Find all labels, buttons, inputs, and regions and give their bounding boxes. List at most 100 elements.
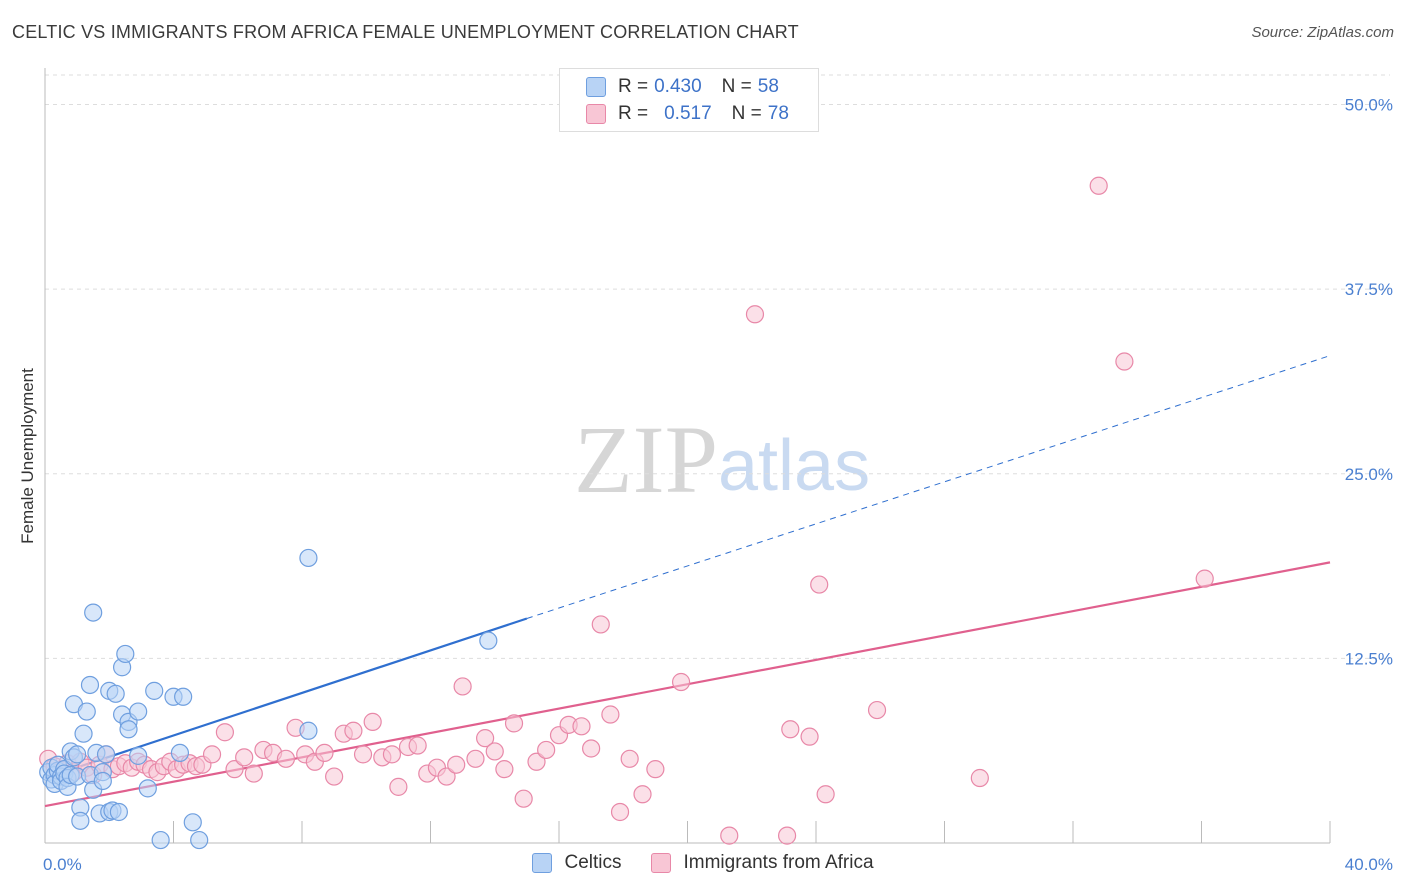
africa-point: [527, 752, 546, 771]
africa-point: [867, 700, 887, 720]
celtics-point: [479, 631, 498, 650]
celtics-point: [170, 743, 190, 763]
africa-point: [781, 720, 800, 739]
celtics-point: [151, 830, 170, 850]
celtics-point: [74, 724, 93, 743]
grid-lines: [45, 74, 1390, 659]
africa-point: [276, 749, 296, 768]
celtics-point: [106, 684, 125, 703]
africa-point: [495, 760, 514, 779]
celtics-trend-extension: [526, 355, 1331, 619]
africa-point: [777, 826, 797, 845]
celtics-point: [77, 702, 96, 721]
x-tick-label: 0.0%: [43, 855, 82, 874]
tick-labels: 12.5% 25.0% 37.5% 50.0% 0.0% 40.0%: [43, 96, 1393, 874]
africa-point: [620, 749, 639, 768]
celtics-point: [138, 779, 157, 798]
legend-r-label: R =: [618, 103, 649, 124]
africa-point: [1115, 352, 1134, 371]
africa-point: [408, 736, 427, 755]
celtics-point: [119, 720, 138, 739]
celtics-point: [299, 548, 318, 568]
africa-point: [633, 785, 652, 804]
africa-point: [315, 743, 334, 763]
africa-point: [671, 672, 691, 692]
celtics-point: [129, 746, 148, 765]
africa-point: [437, 767, 456, 786]
chart-title: CELTIC VS IMMIGRANTS FROM AFRICA FEMALE …: [12, 22, 799, 42]
africa-point: [235, 748, 254, 767]
africa-point: [537, 740, 556, 760]
celtics-point: [109, 802, 128, 822]
africa-point: [466, 749, 485, 768]
africa-point: [1089, 176, 1108, 195]
source-label: Source: ZipAtlas.com: [1251, 24, 1394, 41]
africa-point: [353, 745, 373, 764]
celtics-point: [84, 603, 103, 622]
celtics-point: [299, 721, 318, 740]
africa-point: [582, 739, 601, 758]
watermark-atlas: atlas: [718, 426, 870, 506]
legend-label-celtics: Celtics: [564, 852, 622, 873]
africa-point: [720, 826, 739, 845]
africa-point: [485, 742, 504, 761]
africa-swatch: [586, 104, 606, 124]
africa-point: [646, 760, 665, 779]
legend-item-africa: Immigrants from Africa: [651, 852, 874, 874]
watermark-zip: ZIP: [574, 406, 718, 513]
legend-n-value: 78: [767, 103, 789, 124]
celtics-point: [68, 745, 87, 764]
legend-n-value: 58: [757, 76, 779, 97]
africa-point: [453, 677, 472, 696]
africa-point: [572, 717, 591, 736]
legend-row-celtics: R = 0.430 N = 58: [586, 75, 779, 99]
y-tick-label: 12.5%: [1345, 649, 1393, 668]
africa-point: [810, 575, 829, 594]
africa-point: [215, 723, 234, 742]
celtics-point: [190, 830, 209, 850]
africa-point: [970, 768, 989, 788]
celtics-trend-line: [44, 617, 528, 780]
celtics-point: [96, 745, 116, 764]
data-points: [39, 176, 1214, 850]
y-tick-label: 25.0%: [1345, 465, 1393, 484]
africa-point: [1195, 569, 1214, 588]
axes: [44, 68, 1331, 844]
legend-row-africa: R = 0.517 N = 78: [586, 102, 789, 126]
y-tick-label: 37.5%: [1345, 280, 1393, 299]
legend-item-celtics: Celtics: [532, 852, 621, 874]
africa-point: [389, 777, 408, 796]
africa-point: [504, 714, 524, 733]
celtics-point: [116, 644, 135, 664]
africa-point: [591, 615, 610, 634]
africa-point: [800, 727, 819, 746]
celtics-point: [71, 811, 90, 830]
africa-point: [476, 729, 495, 748]
y-tick-label: 50.0%: [1345, 96, 1393, 115]
africa-point: [514, 789, 533, 808]
africa-point: [202, 745, 222, 764]
africa-point: [325, 767, 344, 786]
africa-point: [816, 785, 835, 804]
legend-r-label: R =: [618, 76, 649, 97]
stats-legend: R = 0.430 N = 58 R = 0.517 N = 78: [559, 68, 819, 132]
legend-n-label: N =: [731, 103, 762, 124]
africa-point: [745, 305, 765, 324]
celtics-point: [80, 675, 100, 695]
africa-point: [382, 745, 402, 764]
legend-r-value: 0.517: [664, 103, 712, 124]
africa-point: [601, 705, 620, 724]
celtics-swatch: [532, 853, 553, 873]
x-tick-label: 40.0%: [1345, 855, 1393, 874]
africa-point: [363, 712, 382, 731]
celtics-point: [93, 771, 112, 791]
legend-label-africa: Immigrants from Africa: [683, 852, 874, 873]
africa-point: [610, 802, 630, 822]
celtics-point: [129, 702, 148, 721]
celtics-point: [174, 687, 193, 706]
legend-n-label: N =: [721, 76, 752, 97]
celtics-swatch: [586, 77, 606, 97]
series-legend: Celtics Immigrants from Africa: [0, 852, 1406, 874]
africa-point: [225, 760, 244, 779]
